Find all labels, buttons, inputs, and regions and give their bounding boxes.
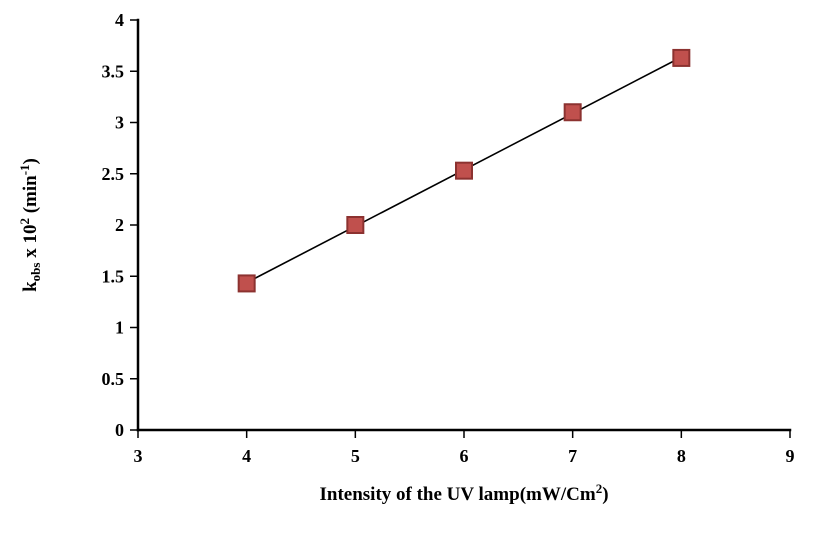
y-tick-label: 0.5 — [102, 369, 125, 389]
data-point — [455, 161, 473, 180]
y-tick-label: 3.5 — [102, 61, 125, 81]
x-tick-label: 4 — [242, 446, 251, 466]
x-tick-label: 7 — [568, 446, 577, 466]
y-tick-label: 0 — [115, 420, 124, 440]
data-point — [237, 274, 256, 293]
plot-area: 0 0.5 1 1.5 2 2.5 3 3.5 4 3 4 5 6 7 8 9 Intensity of the… — [17, 10, 795, 505]
data-point — [563, 103, 582, 122]
x-tick-label: 6 — [460, 446, 469, 466]
x-tick-label: 3 — [134, 446, 143, 466]
x-axis-title: Intensity of the UV lamp(mW/Cm2) — [319, 481, 608, 505]
data-point — [346, 216, 365, 234]
y-tick-label: 2.5 — [102, 164, 125, 184]
x-tick-label: 5 — [351, 446, 360, 466]
x-tick-label: 8 — [677, 446, 686, 466]
data-point — [672, 48, 691, 67]
y-axis-title: kobs x 102 (min-1) — [17, 158, 43, 292]
y-tick-label: 1.5 — [102, 266, 125, 286]
y-tick-label: 4 — [115, 10, 124, 30]
x-tick-label: 9 — [786, 446, 795, 466]
y-tick-label: 3 — [115, 113, 124, 133]
y-axis-title-group: kobs x 102 (min-1) — [17, 158, 43, 292]
y-tick-label: 1 — [115, 318, 124, 338]
y-tick-label: 2 — [115, 215, 124, 235]
